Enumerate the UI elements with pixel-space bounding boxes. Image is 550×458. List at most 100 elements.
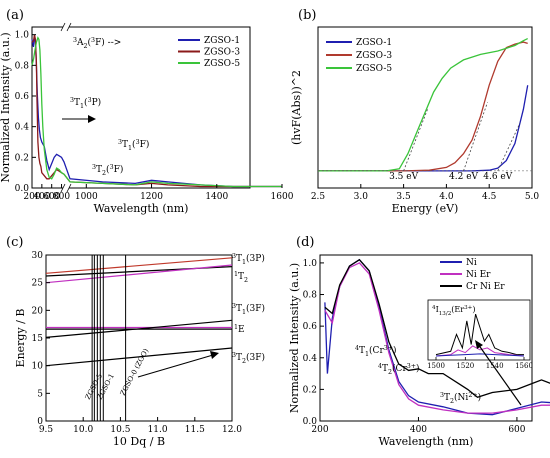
annotation-4T1-part: 3+ xyxy=(384,345,393,352)
y-tick-label: 5 xyxy=(37,389,43,399)
series-line-ZGSO-3 xyxy=(318,41,528,172)
line-label: 3T1(3P) xyxy=(232,253,265,266)
annotation-4T2-part: 4 xyxy=(378,363,382,370)
line-label-part: (3F) xyxy=(246,352,265,363)
annotation-3T2-3F-part: F) xyxy=(114,164,124,175)
onset-label: 4.2 eV xyxy=(449,172,479,182)
inset-label-part: I xyxy=(436,305,439,314)
annotation-3T1-3F-part: ( xyxy=(132,139,136,150)
y-axis-label: (hvF(Abs))^2 xyxy=(290,70,303,145)
x-tick-label: 10.5 xyxy=(110,425,130,435)
annotation-3T1-3F-part: T xyxy=(122,140,128,150)
x-tick-label: 1400 xyxy=(205,192,228,202)
arrow-head xyxy=(475,340,483,349)
y-tick-label: 0.8 xyxy=(303,291,318,301)
legend-label: ZGSO-3 xyxy=(356,51,392,61)
line-label-part: T xyxy=(236,304,242,314)
y-tick-label: 0.0 xyxy=(303,417,318,427)
x-tick-label: 3.5 xyxy=(396,192,411,202)
annotation-3T1-3F-part: 3 xyxy=(118,139,122,146)
x-tick-label: 9.5 xyxy=(39,425,54,435)
y-axis-label: Normalized Intensity (a.u.) xyxy=(0,32,12,182)
annotation-3T2-Ni-part: 3 xyxy=(440,392,444,399)
annotation-3T2-Ni-part: T xyxy=(444,393,450,403)
inset-label-part: (Er xyxy=(451,305,464,314)
vline-label: ZGSO-0 (ZGO) xyxy=(119,347,151,397)
inset-label-part: ) xyxy=(472,305,475,314)
annotation-4T2-part: T xyxy=(382,364,388,374)
annotation-3T2-3F-part: 2 xyxy=(102,170,106,177)
annotation-3A2-part: 3 xyxy=(73,37,77,44)
annotation-4T1: 4T1(Cr3+) xyxy=(355,345,397,358)
onset-tangent xyxy=(463,102,488,172)
x-tick-label: 600 xyxy=(508,425,525,435)
axis-break-gap xyxy=(63,23,69,31)
line-label-part: 1 xyxy=(242,309,246,316)
annotation-4T1-part: 1 xyxy=(365,351,369,358)
series-line-1T2 xyxy=(45,264,233,284)
legend-label: Ni Er xyxy=(466,270,491,280)
y-tick-label: 0.2 xyxy=(303,385,317,395)
annotation-3T1-3P-part: 3 xyxy=(70,97,74,104)
y-tick-label: 0.8 xyxy=(15,61,30,71)
series-line-ZGSO-5 xyxy=(31,36,282,188)
axis-break-mark xyxy=(60,22,66,32)
panel-label: (d) xyxy=(296,235,314,250)
onset-tangent xyxy=(497,122,521,172)
line-label-part: T xyxy=(236,353,242,363)
line-label: 1T2 xyxy=(234,271,248,284)
annotation-3A2-part: 2 xyxy=(84,43,88,50)
x-axis-label: Energy (eV) xyxy=(392,202,459,215)
series-line-ZGSO-1 xyxy=(31,36,282,188)
onset-label: 3.5 eV xyxy=(389,172,419,182)
x-tick-label: 1600 xyxy=(271,192,294,202)
x-tick-label: 600 xyxy=(43,192,60,202)
annotation-3T1-3F-part: 3 xyxy=(136,139,140,146)
axis-break-mark xyxy=(66,183,72,193)
inset-x-tick-label: 1520 xyxy=(456,362,474,370)
inset-x-tick-label: 1560 xyxy=(515,362,533,370)
legend-label: ZGSO-3 xyxy=(204,48,240,58)
y-tick-label: 15 xyxy=(32,334,44,344)
series-line-3T1(3F) xyxy=(45,319,233,338)
x-tick-label: 800 xyxy=(53,192,70,202)
annotation-4T2: 4T2(Cr3+) xyxy=(378,363,420,376)
series-line-3T1(3P)-upper xyxy=(45,257,233,274)
arrow-head xyxy=(210,351,219,359)
annotation-4T1-part: 4 xyxy=(355,345,359,352)
x-tick-label: 10.0 xyxy=(73,425,93,435)
annotation-3A2: 3A2(3F) --> xyxy=(73,37,121,50)
annotation-3T1-3F: 3T1(3F) xyxy=(118,139,149,152)
annotation-3A2-part: ( xyxy=(88,37,92,48)
annotation-3T1-3P: 3T1(3P) xyxy=(70,97,101,110)
annotation-4T2-part: ) xyxy=(416,363,420,374)
legend-label: ZGSO-5 xyxy=(356,64,392,74)
y-tick-label: 0.6 xyxy=(303,322,318,332)
annotation-3T2-Ni: 3T2(Ni2+) xyxy=(440,392,481,405)
y-tick-label: 0.2 xyxy=(15,153,29,163)
panel-label: (a) xyxy=(6,8,24,23)
annotation-3A2-part: 3 xyxy=(91,37,95,44)
annotation-3T1-3P-part: ( xyxy=(84,97,88,108)
axis-break-mark xyxy=(66,22,72,32)
line-label-part: (3P) xyxy=(246,253,265,264)
line-label-part: T xyxy=(236,254,242,264)
annotation-4T2-part: (Cr xyxy=(392,363,407,374)
line-label-part: 3 xyxy=(232,352,236,359)
y-tick-label: 0.6 xyxy=(15,92,30,102)
annotation-3T2-3F-part: T xyxy=(96,165,102,175)
x-tick-label: 11.5 xyxy=(185,425,205,435)
x-tick-label: 400 xyxy=(33,192,50,202)
x-tick-label: 1000 xyxy=(75,192,98,202)
annotation-4T1-part: ) xyxy=(393,345,397,356)
annotation-4T1-part: (Cr xyxy=(369,345,384,356)
x-tick-label: 200 xyxy=(311,425,328,435)
x-tick-label: 4.0 xyxy=(439,192,454,202)
x-tick-label: 3.0 xyxy=(354,192,369,202)
inset-frame xyxy=(427,299,531,361)
inset-series-Ni-Er xyxy=(435,345,525,357)
y-tick-label: 10 xyxy=(32,362,44,372)
inset-label-part: 4 xyxy=(432,305,436,311)
y-tick-label: 0.4 xyxy=(303,354,318,364)
